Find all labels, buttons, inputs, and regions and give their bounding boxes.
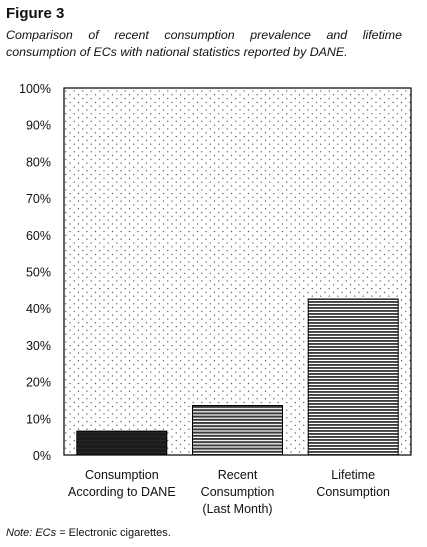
y-tick-label: 60% (26, 229, 51, 243)
y-tick-label: 20% (26, 376, 51, 390)
x-category-label-line: Consumption (201, 485, 275, 499)
y-tick-label: 50% (26, 266, 51, 280)
y-tick-label: 10% (26, 412, 51, 426)
y-tick-label: 80% (26, 155, 51, 169)
x-category-label-line: (Last Month) (202, 502, 272, 516)
bar-chart: 0% 10% 20% 30% 40% 50% 60% 70% 80% 90% 100% Consum… (0, 70, 427, 528)
figure-label: Figure 3 (6, 5, 65, 22)
note-prefix: Note: ECs (6, 527, 57, 539)
y-tick-label: 100% (19, 82, 51, 96)
x-category-label: Lifetime Consumption (316, 468, 390, 499)
x-category-label-line: Consumption (85, 468, 159, 482)
bar-chart-svg: 0% 10% 20% 30% 40% 50% 60% 70% 80% 90% 100% Consum… (19, 82, 412, 516)
x-category-label-line: Lifetime (331, 468, 375, 482)
y-tick-label: 0% (33, 449, 51, 463)
note-text: = Electronic cigarettes. (56, 527, 171, 539)
bar (307, 298, 399, 456)
x-category-label-line: Consumption (316, 485, 390, 499)
bar (76, 430, 168, 456)
y-tick-label: 70% (26, 192, 51, 206)
x-category-label: Consumption According to DANE (68, 468, 176, 499)
y-tick-label: 30% (26, 339, 51, 353)
y-tick-label: 40% (26, 302, 51, 316)
figure-caption: Comparison of recent consumption prevale… (6, 28, 402, 59)
x-category-label: Recent Consumption (Last Month) (201, 468, 275, 516)
x-category-label-line: According to DANE (68, 485, 176, 499)
x-category-label-line: Recent (218, 468, 258, 482)
y-tick-label: 90% (26, 119, 51, 133)
bar (192, 405, 283, 456)
figure-note: Note: ECs = Electronic cigarettes. (6, 527, 171, 539)
